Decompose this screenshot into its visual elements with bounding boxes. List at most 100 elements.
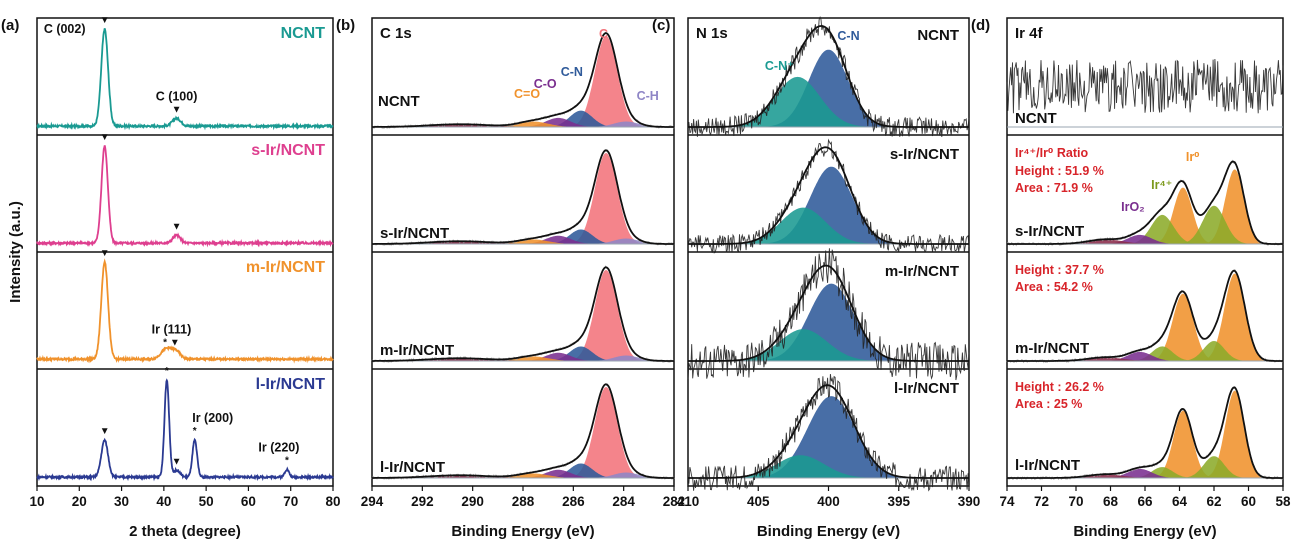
x-tick-label: 60	[241, 494, 256, 509]
panel-label: (b)	[336, 17, 355, 34]
fit-envelope-line	[688, 146, 969, 245]
x-tick-label: 58	[1275, 494, 1291, 509]
fit-envelope-line	[372, 32, 674, 128]
fit-component-area	[688, 166, 969, 244]
fit-envelope-line	[1007, 269, 1283, 362]
fit-component-area	[688, 455, 969, 478]
x-tick-label: 395	[887, 494, 910, 509]
fit-component-area	[372, 270, 674, 361]
spectrum-title: Ir 4f	[1015, 25, 1044, 42]
x-tick-label: 405	[747, 494, 770, 509]
fit-component-area	[372, 473, 674, 478]
fit-component-area	[1007, 351, 1283, 361]
peak-marker: ▼	[172, 456, 182, 467]
x-tick-label: 74	[999, 494, 1015, 509]
spectrum-title: C 1s	[380, 25, 412, 42]
fit-component-area	[1007, 456, 1283, 478]
component-label: C-N	[837, 29, 859, 43]
x-tick-label: 64	[1172, 494, 1188, 509]
x-tick-label: 66	[1137, 494, 1153, 509]
fit-component-area	[372, 36, 674, 127]
x-tick-label: 20	[72, 494, 87, 509]
peak-label: Ir (220)	[258, 440, 299, 454]
fit-component-area	[688, 76, 969, 127]
peak-label: Ir (111)	[152, 323, 192, 337]
peak-label: Ir (200)	[192, 411, 233, 425]
raw-data-line	[371, 32, 675, 130]
sample-label: l-Ir/NCNT	[380, 459, 445, 476]
x-tick-label: 282	[663, 494, 686, 509]
sample-label: NCNT	[378, 93, 420, 110]
ratio-height: Height : 37.7 %	[1015, 263, 1104, 277]
peak-marker: ▼	[100, 426, 110, 437]
ratio-title: Ir⁴⁺/Ir⁰ Ratio	[1015, 146, 1088, 160]
x-tick-label: 80	[325, 494, 340, 509]
sample-label: s-Ir/NCNT	[380, 225, 449, 242]
fit-component-area	[372, 472, 674, 478]
fit-component-area	[372, 229, 674, 244]
fit-component-area	[1007, 273, 1283, 361]
fit-component-area	[372, 346, 674, 361]
series-label: m-Ir/NCNT	[246, 259, 325, 276]
sample-label: l-Ir/NCNT	[894, 380, 959, 397]
x-tick-label: 290	[461, 494, 484, 509]
fit-component-area	[372, 239, 674, 244]
peak-marker: ▼	[100, 132, 110, 143]
component-label: Ir⁴⁺	[1151, 178, 1172, 192]
fit-component-area	[372, 121, 674, 127]
component-label: C	[599, 27, 608, 41]
fit-component-area	[372, 153, 674, 244]
x-axis-label: Binding Energy (eV)	[1073, 523, 1216, 540]
x-tick-label: 50	[199, 494, 214, 509]
x-axis-label: Binding Energy (eV)	[757, 523, 900, 540]
peak-marker: ▼	[100, 15, 110, 26]
x-tick-label: 390	[958, 494, 981, 509]
fit-component-area	[1007, 205, 1283, 244]
component-label: C-N⁺	[765, 59, 794, 73]
x-tick-label: 70	[1068, 494, 1083, 509]
fit-envelope-line	[1007, 386, 1283, 479]
x-tick-label: 400	[817, 494, 840, 509]
fit-envelope-line	[372, 266, 674, 362]
x-tick-label: 70	[283, 494, 298, 509]
y-axis-label: Intensity (a.u.)	[7, 201, 24, 303]
fit-envelope-line	[688, 25, 969, 128]
fit-component-area	[372, 463, 674, 478]
x-tick-label: 72	[1034, 494, 1049, 509]
component-label: C=O	[514, 87, 540, 101]
sample-label: NCNT	[917, 27, 959, 44]
peak-marker: *	[165, 366, 169, 377]
fit-component-area	[1007, 169, 1283, 244]
component-label: Ir⁰	[1186, 150, 1200, 164]
panel-label: (d)	[971, 17, 990, 34]
fit-component-area	[688, 207, 969, 244]
ratio-height: Height : 26.2 %	[1015, 380, 1104, 394]
fit-envelope-line	[688, 384, 969, 479]
x-tick-label: 284	[612, 494, 635, 509]
x-tick-label: 40	[156, 494, 171, 509]
component-label: C-N	[561, 65, 583, 79]
xrd-series-line	[36, 145, 334, 248]
sample-label: m-Ir/NCNT	[380, 342, 454, 359]
fit-component-area	[688, 49, 969, 128]
raw-data-line	[687, 373, 970, 492]
series-label: NCNT	[281, 25, 326, 42]
fit-component-area	[688, 396, 969, 478]
x-tick-label: 68	[1103, 494, 1119, 509]
peak-marker: *	[193, 426, 197, 437]
series-label: l-Ir/NCNT	[256, 376, 326, 393]
component-label: C-O	[534, 77, 557, 91]
ratio-area: Area : 25 %	[1015, 397, 1082, 411]
x-tick-label: 288	[512, 494, 535, 509]
ratio-area: Area : 54.2 %	[1015, 280, 1093, 294]
sample-label: NCNT	[1015, 110, 1057, 127]
fit-component-area	[372, 387, 674, 478]
x-axis-label: Binding Energy (eV)	[451, 523, 594, 540]
x-tick-label: 294	[361, 494, 384, 509]
x-tick-label: 62	[1206, 494, 1221, 509]
sample-label: s-Ir/NCNT	[890, 146, 959, 163]
x-tick-label: 30	[114, 494, 129, 509]
fit-component-area	[1007, 390, 1283, 478]
panel-label: (c)	[652, 17, 670, 34]
fit-component-area	[372, 356, 674, 361]
